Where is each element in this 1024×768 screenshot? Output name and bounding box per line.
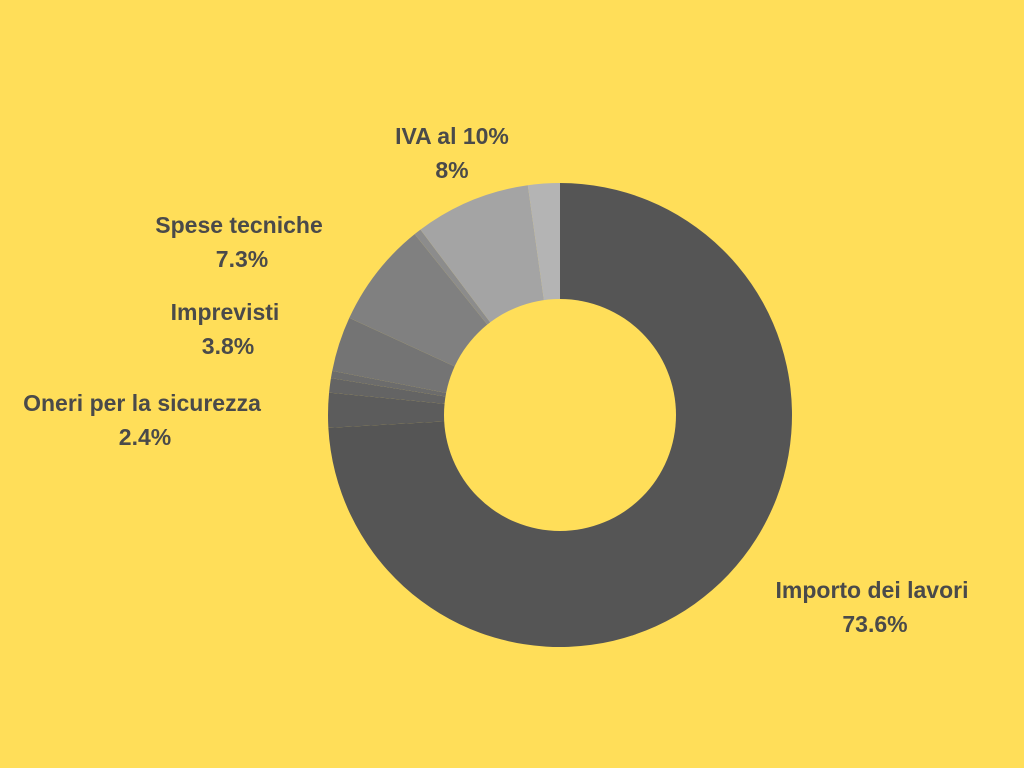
label-spese-tecniche: Spese tecniche	[155, 212, 322, 238]
donut-slice-1	[328, 392, 560, 428]
label-imprevisti: Imprevisti	[171, 299, 280, 325]
label-oneri-per-la-sicurezza: Oneri per la sicurezza	[23, 390, 261, 416]
percent-iva-al-10: 8%	[435, 157, 468, 183]
percent-imprevisti: 3.8%	[202, 333, 254, 359]
label-importo-dei-lavori: Importo dei lavori	[776, 577, 969, 603]
label-iva-al-10: IVA al 10%	[395, 123, 509, 149]
percent-importo-dei-lavori: 73.6%	[842, 611, 907, 637]
percent-oneri-per-la-sicurezza: 2.4%	[119, 424, 171, 450]
slice-labels: Importo dei lavori 73.6% Oneri per la si…	[23, 123, 968, 637]
percent-spese-tecniche: 7.3%	[216, 246, 268, 272]
donut-hole	[444, 299, 676, 531]
